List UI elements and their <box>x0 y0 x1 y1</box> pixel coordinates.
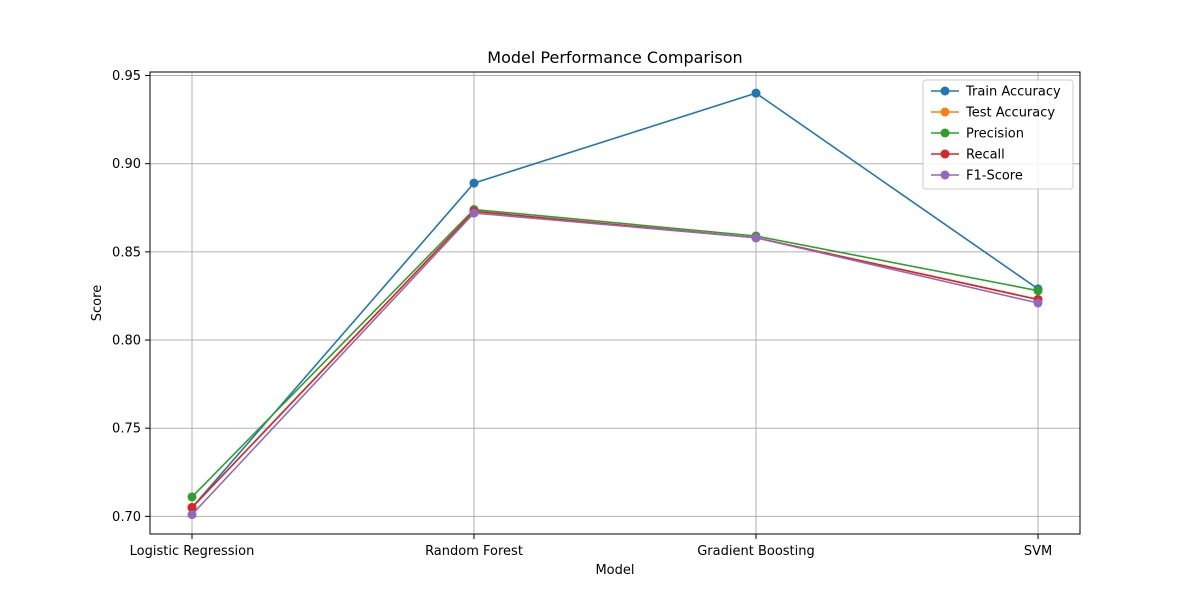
data-point <box>751 233 761 243</box>
legend-marker <box>940 128 950 138</box>
y-axis-label: Score <box>90 285 105 321</box>
series-line <box>191 212 1039 516</box>
x-tick-label: Logistic Regression <box>130 544 255 559</box>
data-point <box>751 88 761 98</box>
legend-box <box>922 79 1074 190</box>
legend: Train Accuracy Test Accuracy Precision Reca… <box>922 79 1074 190</box>
series-line <box>191 208 1039 498</box>
legend-item: F1-Score <box>931 169 1023 184</box>
y-tick-label: 0.80 <box>112 334 141 349</box>
y-tick-label: 0.70 <box>112 510 141 525</box>
x-tick-label: Random Forest <box>425 544 523 559</box>
gridlines <box>150 72 1080 534</box>
data-point <box>1033 286 1043 296</box>
data-point <box>187 503 197 513</box>
legend-marker <box>940 170 950 180</box>
legend-item: Test Accuracy <box>931 106 1055 121</box>
x-tick-label: Gradient Boosting <box>697 544 815 559</box>
data-point <box>1033 298 1043 308</box>
legend-item: Train Accuracy <box>931 85 1061 100</box>
legend-label: Train Accuracy <box>965 85 1061 100</box>
legend-item: Precision <box>931 127 1024 142</box>
series-lines <box>187 88 1043 520</box>
y-tick-label: 0.95 <box>112 69 141 84</box>
y-tick-label: 0.85 <box>112 245 141 260</box>
x-axis-label: Model <box>595 563 634 578</box>
legend-label: Precision <box>966 127 1024 142</box>
legend-item: Recall <box>931 148 1005 163</box>
legend-marker <box>940 149 950 159</box>
data-point <box>469 208 479 218</box>
axis-ticks: Logistic Regression Random Forest Gradient… <box>112 69 1052 559</box>
x-tick-label: SVM <box>1024 544 1052 559</box>
data-point <box>187 510 197 520</box>
legend-marker <box>940 107 950 117</box>
chart-title: Model Performance Comparison <box>487 48 742 67</box>
y-tick-label: 0.75 <box>112 422 141 437</box>
plot-frame <box>149 71 1081 535</box>
series-line <box>191 92 1039 509</box>
legend-label: F1-Score <box>966 169 1023 184</box>
series-line <box>191 210 1039 509</box>
data-point <box>187 492 197 502</box>
y-tick-label: 0.90 <box>112 157 141 172</box>
data-point <box>469 178 479 188</box>
legend-marker <box>940 86 950 96</box>
legend-label: Test Accuracy <box>965 106 1055 121</box>
legend-label: Recall <box>966 148 1005 163</box>
series-f1-score <box>187 208 1043 520</box>
